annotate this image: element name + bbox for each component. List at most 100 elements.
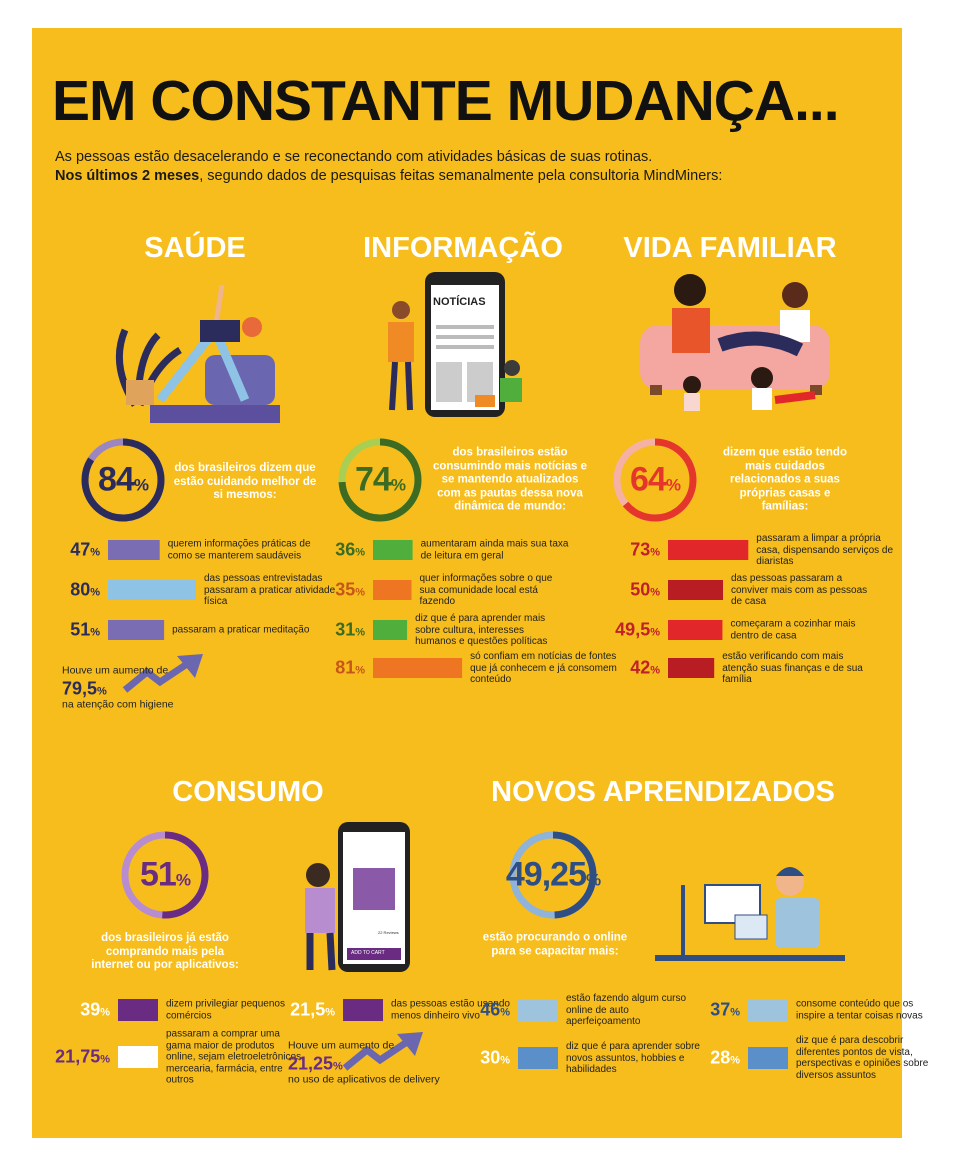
item-text: estão fazendo algum curso online de auto… bbox=[566, 992, 687, 1027]
section-title: INFORMAÇÃO bbox=[363, 232, 563, 264]
ring-value: 51% bbox=[140, 855, 191, 895]
item-text: das pessoas passaram a conviver mais com… bbox=[731, 572, 868, 607]
unit: % bbox=[390, 475, 406, 495]
trend-arrow bbox=[342, 1039, 409, 1071]
item-bar bbox=[108, 620, 165, 640]
trend-before: Houve um aumento de bbox=[62, 664, 169, 677]
trend-value-value: 79,5 bbox=[62, 678, 98, 699]
ring-text: dos brasileiros estão consumindo mais no… bbox=[432, 446, 587, 513]
unit: % bbox=[650, 546, 660, 559]
trend-value: 79,5% bbox=[62, 679, 107, 700]
unit: % bbox=[90, 546, 100, 559]
trend-after: no uso de aplicativos de delivery bbox=[288, 1073, 440, 1086]
ring-value: 84% bbox=[98, 460, 149, 500]
unit: % bbox=[650, 586, 660, 599]
item-value: 51% bbox=[70, 620, 100, 641]
item-bar bbox=[668, 580, 723, 600]
item-value: 46% bbox=[480, 1000, 510, 1021]
ring-text: dos brasileiros dizem que estão cuidando… bbox=[173, 461, 317, 501]
item-bar bbox=[118, 999, 158, 1021]
ring-text: estão procurando o online para se capaci… bbox=[482, 931, 628, 958]
yoga-illustration bbox=[115, 284, 280, 423]
page-title: EM CONSTANTE MUDANÇA... bbox=[52, 69, 840, 133]
item-bar bbox=[748, 1047, 788, 1069]
item-bar bbox=[518, 999, 558, 1021]
trend-arrow bbox=[122, 661, 189, 693]
item-text: passaram a limpar a própria casa, dispen… bbox=[756, 532, 894, 567]
ring-arc bbox=[613, 438, 697, 522]
item-bar bbox=[518, 1047, 558, 1069]
item-bar bbox=[373, 620, 408, 640]
trend-value: 21,25% bbox=[288, 1054, 343, 1075]
ring-value: 64% bbox=[630, 461, 681, 500]
unit: % bbox=[585, 870, 601, 890]
item-bar bbox=[668, 658, 715, 678]
item-value-value: 21,75 bbox=[55, 1046, 101, 1067]
ring-text: dizem que estão tendo mais cuidados rela… bbox=[723, 446, 847, 513]
item-bar bbox=[668, 540, 749, 560]
item-text: diz que é para aprender mais sobre cultu… bbox=[415, 612, 548, 647]
unit: % bbox=[650, 626, 660, 639]
ring-value-value: 51 bbox=[140, 855, 177, 894]
ring-value-value: 74 bbox=[355, 460, 392, 499]
section-title: NOVOS APRENDIZADOS bbox=[491, 776, 835, 808]
ring-value-value: 84 bbox=[98, 460, 135, 499]
item-value-value: 51 bbox=[70, 619, 91, 640]
ring-value: 49,25% bbox=[505, 855, 601, 895]
ring-value-value: 49,25 bbox=[505, 855, 587, 894]
item-text: querem informações práticas de como se m… bbox=[167, 538, 311, 562]
news-illustration bbox=[388, 272, 522, 417]
unit: % bbox=[500, 1054, 510, 1067]
item-text: aumentaram ainda mais sua taxa de leitur… bbox=[420, 538, 569, 562]
trend-arrowhead bbox=[397, 1032, 423, 1056]
item-value: 50% bbox=[630, 580, 660, 601]
unit: % bbox=[355, 546, 365, 559]
unit: % bbox=[100, 1053, 110, 1066]
trend-after: na atenção com higiene bbox=[62, 698, 174, 711]
phone-illustration bbox=[305, 822, 410, 972]
item-bar bbox=[373, 658, 463, 678]
item-bar bbox=[343, 999, 383, 1021]
item-value: 47% bbox=[70, 540, 100, 561]
trend-arrowhead bbox=[177, 654, 203, 678]
unit: % bbox=[500, 1006, 510, 1019]
item-value: 28% bbox=[710, 1048, 740, 1069]
item-text: passaram a comprar uma gama maior de pro… bbox=[166, 1028, 304, 1086]
item-value-value: 80 bbox=[70, 579, 91, 600]
section-title: SAÚDE bbox=[144, 232, 246, 264]
unit: % bbox=[730, 1054, 740, 1067]
item-value: 80% bbox=[70, 580, 100, 601]
item-value-value: 31 bbox=[335, 619, 356, 640]
item-bar bbox=[668, 620, 723, 640]
unit: % bbox=[355, 586, 365, 599]
unit: % bbox=[90, 586, 100, 599]
item-value-value: 36 bbox=[335, 539, 356, 560]
ring-text: dos brasileiros já estão comprando mais … bbox=[91, 931, 239, 971]
item-text: das pessoas entrevistadas passaram a pra… bbox=[204, 572, 336, 607]
item-value-value: 50 bbox=[630, 579, 651, 600]
item-bar bbox=[118, 1046, 158, 1068]
item-text: das pessoas estão usando menos dinheiro … bbox=[391, 998, 510, 1022]
unit: % bbox=[90, 626, 100, 639]
ring-arc bbox=[121, 831, 209, 919]
item-bar bbox=[108, 540, 160, 560]
ring-arc bbox=[81, 438, 165, 522]
unit: % bbox=[325, 1006, 335, 1019]
item-bar bbox=[373, 580, 412, 600]
unit: % bbox=[175, 870, 191, 890]
item-value: 21,5% bbox=[290, 1000, 335, 1021]
item-value-value: 37 bbox=[710, 999, 731, 1020]
item-value-value: 21,5 bbox=[290, 999, 326, 1020]
ring-value: 74% bbox=[355, 460, 406, 500]
item-value: 42% bbox=[630, 658, 660, 679]
item-value: 36% bbox=[335, 540, 365, 561]
item-text: estão verificando com mais atenção suas … bbox=[722, 650, 863, 685]
computer-illustration bbox=[655, 867, 845, 961]
item-value-value: 49,5 bbox=[615, 619, 651, 640]
item-value: 21,75% bbox=[55, 1047, 110, 1068]
item-bar bbox=[373, 540, 413, 560]
family-illustration bbox=[640, 274, 830, 411]
item-text: só confiam em notícias de fontes que já … bbox=[470, 650, 617, 685]
item-text: passaram a praticar meditação bbox=[172, 624, 310, 636]
